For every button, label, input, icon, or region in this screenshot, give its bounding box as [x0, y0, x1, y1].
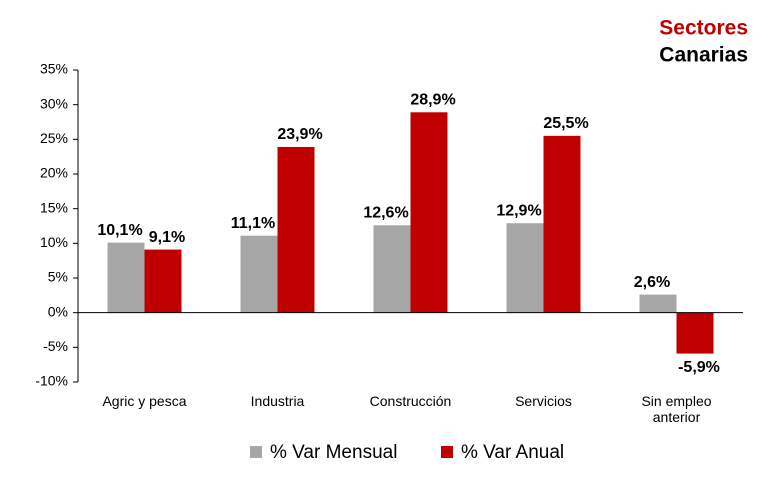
data-label: 11,1%: [231, 215, 275, 232]
y-tick-label: 30%: [40, 95, 68, 111]
chart-title: Sectores: [659, 17, 748, 40]
data-label: 2,6%: [634, 274, 670, 291]
bar: [240, 235, 278, 313]
y-tick-label: -10%: [35, 373, 68, 389]
x-tick-label: Industria: [250, 393, 305, 409]
data-label: 25,5%: [543, 115, 588, 132]
bar: [107, 242, 145, 313]
bar: [373, 225, 411, 313]
legend-label: % Var Mensual: [270, 442, 397, 463]
chart-subtitle: Canarias: [659, 44, 748, 67]
bar: [676, 312, 714, 354]
x-tick-label: Agric y pesca: [102, 393, 187, 409]
data-label: 10,1%: [97, 222, 142, 239]
data-label: -5,9%: [678, 359, 720, 376]
data-label: 12,6%: [363, 205, 408, 222]
y-tick-label: 15%: [40, 199, 68, 215]
bar: [277, 146, 315, 313]
data-label: 28,9%: [410, 92, 455, 109]
data-label: 9,1%: [149, 229, 185, 246]
y-tick-label: 20%: [40, 165, 68, 181]
data-label: 23,9%: [277, 126, 322, 143]
bar: [543, 135, 581, 313]
bar: [144, 249, 182, 313]
x-tick-label: Sin empleo anterior: [641, 393, 712, 425]
legend-label: % Var Anual: [461, 442, 564, 463]
legend-swatch: [250, 446, 262, 458]
y-tick-label: 35%: [40, 61, 68, 77]
x-tick-label: Servicios: [515, 393, 572, 409]
y-tick-label: 5%: [48, 269, 68, 285]
bar: [410, 112, 448, 313]
y-tick-label: 0%: [48, 303, 68, 319]
x-tick-label: Construcción: [369, 393, 452, 409]
bar: [639, 294, 677, 313]
y-tick-label: 10%: [40, 234, 68, 250]
data-label: 12,9%: [496, 202, 541, 219]
y-tick-label: 25%: [40, 130, 68, 146]
y-tick-label: -5%: [43, 338, 68, 354]
legend-swatch: [441, 446, 453, 458]
bar: [506, 223, 544, 313]
